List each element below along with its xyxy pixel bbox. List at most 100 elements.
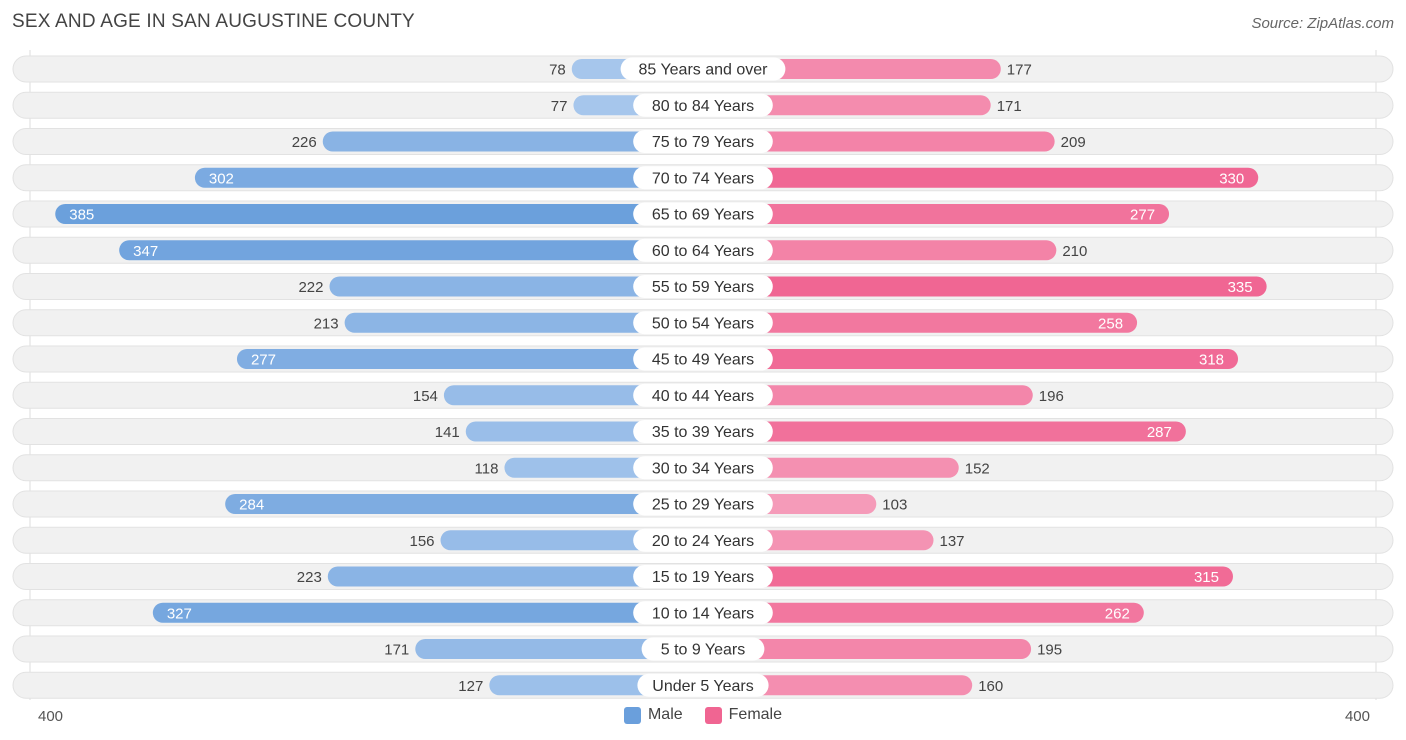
category-label: Under 5 Years (652, 678, 753, 695)
female-bar (703, 421, 1186, 442)
male-value-label: 78 (549, 62, 566, 79)
female-swatch-icon (704, 706, 722, 724)
male-bar (322, 131, 703, 152)
legend-label-female: Female (728, 706, 783, 723)
axis-right-label: 400 (1344, 708, 1370, 725)
male-bar (329, 276, 703, 297)
category-label-bg (633, 601, 773, 625)
male-value-label: 302 (209, 170, 234, 187)
category-label: 20 to 24 Years (652, 533, 754, 550)
category-label-bg (641, 637, 765, 661)
male-bar (236, 349, 703, 369)
male-value-label: 213 (314, 315, 339, 332)
female-value-label: 330 (1219, 170, 1244, 187)
female-bar (703, 602, 1144, 623)
female-value-label: 315 (1194, 569, 1219, 586)
female-bar (703, 276, 1267, 297)
category-label: 15 to 19 Years (652, 569, 754, 586)
female-value-label: 137 (940, 533, 965, 550)
female-bar (703, 167, 1259, 188)
category-label: 5 to 9 Years (661, 642, 746, 659)
category-label-bg (633, 528, 773, 552)
female-value-label: 210 (1062, 243, 1087, 260)
male-value-label: 284 (239, 497, 264, 514)
female-value-label: 196 (1039, 388, 1064, 405)
female-bar (703, 204, 1170, 224)
male-bar (415, 639, 703, 659)
female-value-label: 177 (1007, 62, 1032, 79)
category-label-bg (633, 420, 773, 443)
male-value-label: 385 (69, 207, 94, 224)
male-value-label: 222 (298, 279, 323, 296)
female-bar (703, 95, 991, 116)
category-label: 50 to 54 Years (652, 315, 754, 332)
female-value-label: 160 (978, 678, 1003, 695)
male-value-label: 327 (167, 605, 192, 622)
category-label: 65 to 69 Years (652, 207, 754, 224)
category-label: 75 to 79 Years (652, 134, 754, 151)
male-swatch-icon (623, 706, 641, 724)
legend-label-male: Male (647, 706, 683, 723)
category-label: 30 to 34 Years (652, 460, 754, 477)
female-bar (703, 240, 1057, 261)
female-value-label: 335 (1228, 279, 1253, 296)
category-label-bg (633, 456, 773, 480)
category-label: 35 to 39 Years (652, 424, 754, 441)
category-label: 80 to 84 Years (652, 98, 754, 115)
female-bar (703, 349, 1239, 369)
male-value-label: 277 (251, 352, 276, 369)
category-label: 10 to 14 Years (652, 605, 754, 622)
female-bar (703, 566, 1233, 587)
category-label: 85 Years and over (639, 62, 769, 79)
category-label: 60 to 64 Years (652, 243, 754, 260)
category-label: 55 to 59 Years (652, 279, 754, 296)
category-label-bg (633, 238, 773, 262)
male-bar (119, 240, 704, 261)
male-value-label: 156 (409, 533, 434, 550)
male-value-label: 77 (551, 98, 568, 115)
male-value-label: 226 (292, 134, 317, 151)
category-label-bg (633, 565, 773, 588)
category-label-bg (633, 93, 773, 117)
female-value-label: 103 (882, 497, 907, 514)
category-label-bg (633, 202, 773, 226)
legend-item-female[interactable]: Female (704, 706, 783, 724)
category-label-bg (637, 673, 769, 697)
female-bar (703, 675, 973, 696)
female-value-label: 152 (965, 460, 990, 477)
category-label: 45 to 49 Years (652, 352, 754, 369)
axis-left-label: 400 (38, 708, 64, 725)
male-value-label: 223 (297, 569, 322, 586)
male-value-label: 141 (435, 424, 460, 441)
category-label-bg (633, 275, 773, 298)
female-bar (703, 312, 1138, 333)
male-bar (327, 566, 703, 587)
female-bar (703, 131, 1055, 152)
female-value-label: 262 (1105, 605, 1130, 622)
female-value-label: 258 (1098, 315, 1123, 332)
chart-title: SEX AND AGE IN SAN AUGUSTINE COUNTY (12, 11, 415, 32)
legend-item-male[interactable]: Male (623, 706, 683, 724)
female-value-label: 209 (1061, 134, 1086, 151)
category-label-bg (633, 492, 773, 516)
female-value-label: 318 (1199, 352, 1224, 369)
category-label-bg (633, 166, 773, 190)
female-value-label: 287 (1147, 424, 1172, 441)
male-value-label: 154 (413, 388, 438, 405)
male-bar (152, 602, 703, 623)
population-pyramid-chart: 78 177 85 Years and over 77 171 80 to 84 Year… (12, 50, 1394, 700)
female-bar (703, 385, 1033, 406)
female-bar (703, 639, 1032, 659)
source-label: Source: ZipAtlas.com (1251, 15, 1394, 32)
category-label: 25 to 29 Years (652, 497, 754, 514)
female-value-label: 171 (997, 98, 1022, 115)
category-label-bg (633, 311, 773, 335)
male-value-label: 347 (133, 243, 158, 260)
male-bar (55, 204, 704, 224)
male-value-label: 171 (384, 642, 409, 659)
legend: Male Female (0, 706, 1406, 724)
male-value-label: 127 (458, 678, 483, 695)
category-label: 70 to 74 Years (652, 170, 754, 187)
category-label: 40 to 44 Years (652, 388, 754, 405)
category-label-bg (633, 347, 773, 371)
